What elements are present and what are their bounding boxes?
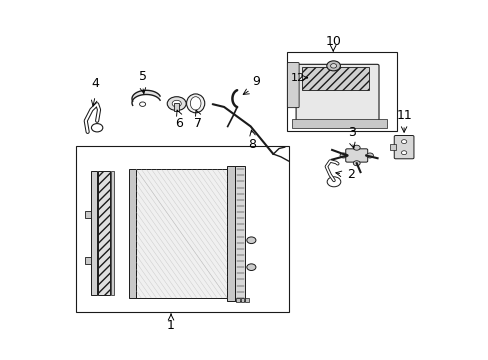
Text: 11: 11 (395, 109, 411, 122)
Text: 4: 4 (91, 77, 99, 90)
Bar (286, 51, 396, 131)
Bar (91, 171, 97, 296)
Circle shape (167, 97, 186, 111)
Text: 7: 7 (193, 117, 201, 130)
Circle shape (91, 123, 102, 132)
Circle shape (326, 177, 340, 187)
Bar (111, 171, 114, 296)
Bar (98, 171, 110, 296)
Bar (389, 144, 395, 150)
Bar (301, 67, 368, 90)
Bar (245, 298, 248, 302)
FancyBboxPatch shape (345, 149, 367, 162)
Ellipse shape (186, 94, 204, 113)
Circle shape (366, 153, 373, 158)
Bar (129, 169, 136, 298)
Circle shape (246, 264, 255, 270)
Text: 3: 3 (347, 126, 355, 139)
Bar (241, 298, 244, 302)
Bar (235, 166, 244, 301)
Circle shape (139, 102, 145, 107)
Circle shape (401, 151, 406, 155)
Text: 2: 2 (346, 167, 354, 180)
Text: 8: 8 (248, 138, 256, 151)
Text: 6: 6 (174, 117, 182, 130)
FancyBboxPatch shape (296, 64, 378, 121)
Text: 10: 10 (325, 35, 341, 48)
Circle shape (353, 145, 359, 150)
Bar (76, 146, 288, 312)
Circle shape (401, 140, 406, 144)
Circle shape (339, 153, 346, 158)
Bar (136, 169, 226, 298)
Bar (84, 211, 91, 218)
Circle shape (246, 237, 255, 244)
Text: 9: 9 (252, 75, 260, 88)
Bar (292, 120, 386, 128)
Text: 5: 5 (138, 71, 146, 84)
Circle shape (353, 161, 359, 166)
FancyBboxPatch shape (287, 63, 299, 108)
Bar (236, 298, 239, 302)
Bar (174, 103, 179, 111)
Text: 12: 12 (290, 73, 305, 83)
FancyBboxPatch shape (393, 135, 413, 159)
Circle shape (330, 64, 336, 68)
Polygon shape (132, 90, 160, 105)
Bar (84, 257, 91, 264)
Text: 1: 1 (167, 319, 175, 332)
Ellipse shape (190, 97, 201, 110)
Bar (226, 166, 235, 301)
Circle shape (172, 100, 181, 107)
Circle shape (326, 61, 340, 71)
